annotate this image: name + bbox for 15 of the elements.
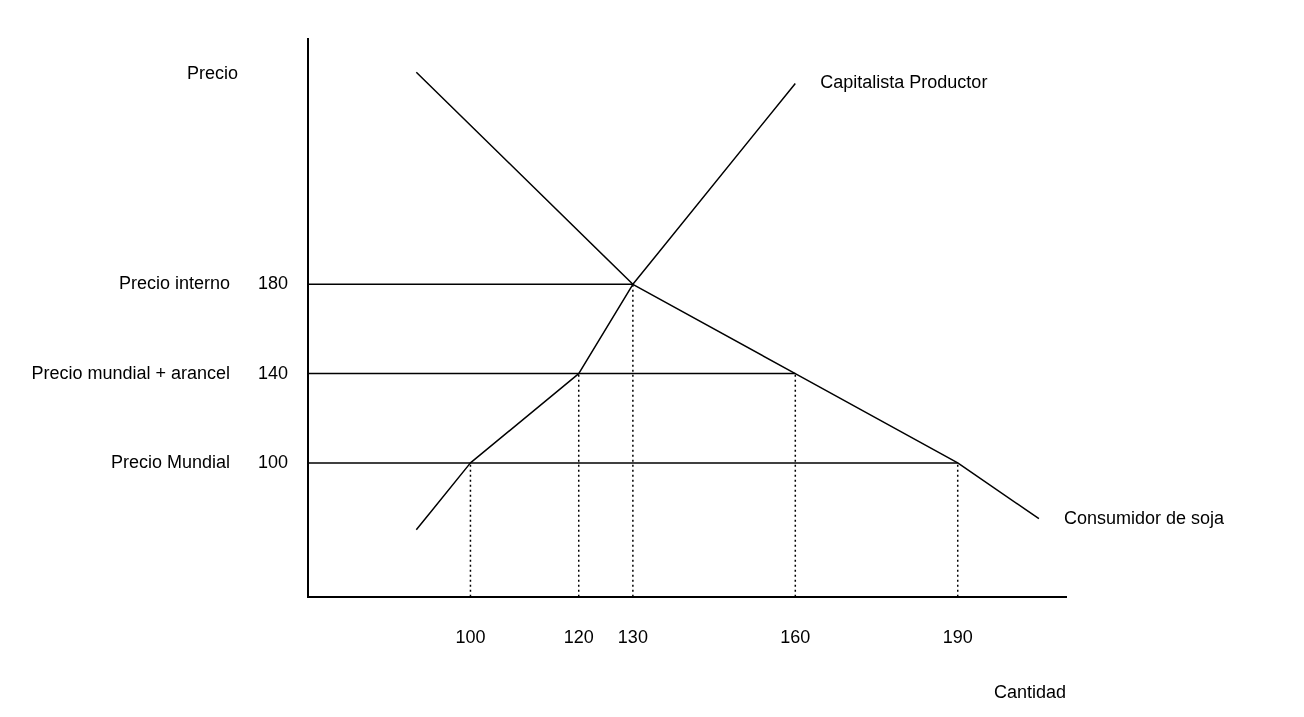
text: Precio Mundial [110, 451, 230, 472]
text: Precio interno [118, 273, 230, 294]
series-label: Consumidor de soja [1063, 507, 1225, 528]
y-tick-label: 100 [257, 451, 289, 472]
text: Precio mundial + arancel [31, 362, 230, 383]
x-tick-label: 130 [617, 626, 648, 647]
y-tick-label: 140 [257, 362, 289, 383]
x-tick-label: 120 [563, 626, 594, 647]
x-tick-label: 190 [942, 626, 973, 647]
x-tick-label: 160 [780, 626, 811, 647]
x-axis-title: Cantidad [993, 682, 1066, 703]
series-label: Capitalista Productor [820, 72, 988, 93]
y-tick-label: 180 [257, 273, 289, 294]
y-axis-title: Precio [187, 62, 239, 83]
x-tick-label: 100 [455, 626, 486, 647]
